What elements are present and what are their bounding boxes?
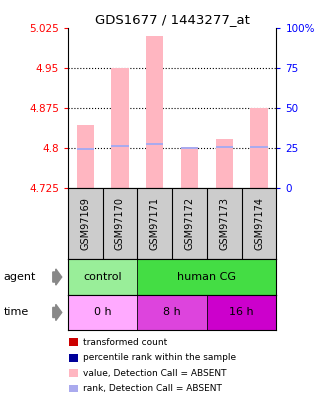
FancyArrow shape [53,305,62,321]
Bar [69,338,78,346]
Title: GDS1677 / 1443277_at: GDS1677 / 1443277_at [95,13,250,26]
Bar [76,148,94,150]
Text: percentile rank within the sample: percentile rank within the sample [83,353,236,362]
Text: GSM97173: GSM97173 [219,197,229,250]
Bar [137,259,276,295]
Bar [69,354,78,362]
Text: human CG: human CG [177,272,236,282]
Bar [137,295,207,330]
Bar [250,108,268,188]
Text: 16 h: 16 h [229,307,254,318]
Text: GSM97172: GSM97172 [184,197,195,250]
Bar [215,139,233,188]
Bar [146,143,164,145]
Text: time: time [3,307,28,318]
Bar [250,146,268,148]
Bar [69,369,78,377]
Text: control: control [83,272,122,282]
Bar [111,68,129,188]
Text: 8 h: 8 h [163,307,181,318]
Text: rank, Detection Call = ABSENT: rank, Detection Call = ABSENT [83,384,222,393]
Text: GSM97170: GSM97170 [115,197,125,250]
Text: 0 h: 0 h [94,307,112,318]
Bar [207,295,276,330]
Text: GSM97169: GSM97169 [80,197,90,250]
Text: GSM97174: GSM97174 [254,197,264,250]
Bar [181,148,198,188]
Bar [111,145,129,147]
Text: transformed count: transformed count [83,338,167,347]
FancyArrow shape [53,269,62,285]
Bar [69,384,78,392]
Bar [68,259,137,295]
Text: GSM97171: GSM97171 [150,197,160,250]
Text: agent: agent [3,272,36,282]
Bar [146,36,164,188]
Text: value, Detection Call = ABSENT: value, Detection Call = ABSENT [83,369,226,377]
Bar [181,147,198,149]
Bar [76,126,94,188]
Bar [215,146,233,148]
Bar [68,295,137,330]
